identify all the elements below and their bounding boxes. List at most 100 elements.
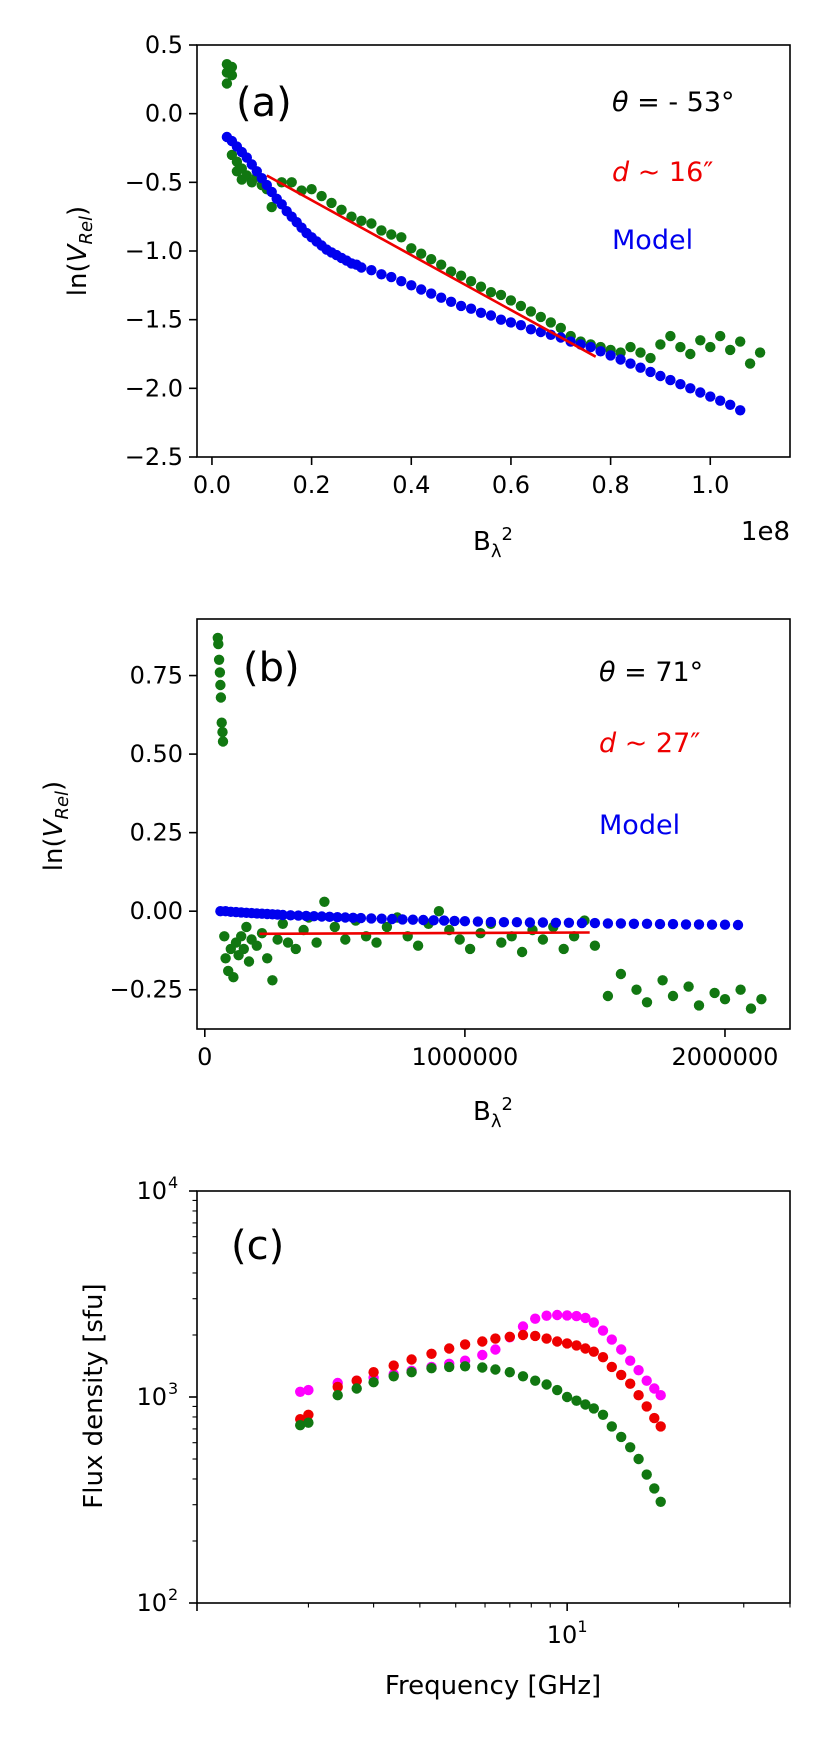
panel-c-x-label: Frequency [GHz] <box>385 1671 601 1701</box>
panel-c-red-point <box>530 1330 541 1342</box>
panel-c-y-tick-label: 10 <box>136 1589 167 1617</box>
panel-a-observed-point <box>455 270 467 281</box>
panel-b-observed-point <box>709 987 720 999</box>
panel-c-data <box>295 1309 666 1508</box>
panel-b-model-point <box>472 916 484 927</box>
panel-b-observed-point <box>537 934 549 945</box>
panel-b-model-point <box>355 912 367 924</box>
panel-a-y-tick-label: −1.0 <box>125 237 183 265</box>
panel-b-observed-point <box>272 934 283 945</box>
panel-a-observed-point <box>495 289 507 301</box>
panel-c-green-point <box>332 1390 343 1401</box>
panel-a-model-point <box>705 391 716 402</box>
panel-b-observed-point <box>602 990 614 1002</box>
panel-b-model-point <box>706 919 718 930</box>
panel-a-observed-point <box>505 295 517 306</box>
panel-b-observed-point <box>213 638 224 650</box>
panel-c-x-ticks: 101 <box>196 1603 791 1649</box>
panel-a-model-point <box>396 276 407 287</box>
panel-c-red-point <box>580 1343 591 1354</box>
panel-a-observed-point <box>266 201 277 213</box>
panel-c-green-point <box>571 1395 582 1406</box>
panel-a-observed-point <box>306 184 317 195</box>
panel-c-red-point <box>561 1338 573 1349</box>
panel-c-green-point <box>459 1361 471 1372</box>
panel-b-observed-point <box>371 937 382 948</box>
panel-b-observed-point <box>693 1000 705 1011</box>
panel-c-red-point <box>351 1375 362 1386</box>
panel-a-observed-point <box>416 248 427 259</box>
panel-b-observed-point <box>215 692 227 703</box>
panel-c-green-point <box>561 1391 573 1403</box>
panel-b-y-label: ln(VRel) <box>39 781 73 871</box>
panel-b-model-point <box>498 917 510 928</box>
panel-c-green-point <box>477 1362 488 1373</box>
panel-a-observed-point <box>326 197 337 209</box>
panel-a-x-tick-label: 0.0 <box>193 471 231 499</box>
panel-a-observed-point <box>725 344 736 356</box>
panel-c-magenta-point <box>490 1344 501 1355</box>
panel-b-model-point <box>301 910 312 922</box>
panel-a-y-tick-label: −1.5 <box>125 306 183 334</box>
panel-b-model-point <box>680 919 692 930</box>
panel-c-magenta-point <box>606 1334 617 1345</box>
panel-a-x-ticks: 0.0 0.2 0.4 0.6 0.8 1.0 <box>193 457 729 499</box>
panel-a-model-point <box>715 395 726 406</box>
panel-a-model-point <box>585 341 596 353</box>
panel-a-model-point <box>595 346 606 357</box>
panel-a: 0.0 0.2 0.4 0.6 0.8 1.0 −2.5 −2.0 −1.5 −1.0 −0.5 0… <box>63 31 791 562</box>
panel-b-observed-point <box>262 953 273 964</box>
panel-c-y-tick-label: 10 <box>136 1177 167 1205</box>
panel-a-model-point <box>366 265 377 276</box>
panel-c-green-point <box>633 1453 644 1465</box>
panel-b-model-point <box>693 919 705 930</box>
panel-c-red-point <box>616 1369 627 1381</box>
panel-a-model-point <box>386 271 397 283</box>
panel-c-green-point <box>351 1383 362 1394</box>
panel-c-green-point <box>303 1417 314 1428</box>
panel-a-model-point <box>465 303 477 314</box>
panel-c-red-point <box>477 1336 488 1347</box>
panel-c-green-point <box>406 1367 417 1378</box>
panel-a-observed-point <box>485 287 497 298</box>
panel-a-observed-point <box>406 243 417 254</box>
panel-b-observed-point <box>454 934 465 945</box>
panel-a-model-point <box>426 288 437 299</box>
panel-b-observed-point <box>282 937 294 948</box>
panel-c-y-label: Flux density [sfu] <box>79 1283 109 1508</box>
panel-c-magenta-point <box>303 1384 314 1396</box>
panel-c-red-point <box>406 1354 417 1365</box>
panel-a-model-point <box>416 284 427 295</box>
panel-b-observed-point <box>213 654 225 665</box>
panel-b-observed-point <box>756 994 767 1005</box>
panel-b-observed-point <box>589 940 601 951</box>
panel-b-observed-point <box>667 990 679 1002</box>
panel-a-observed-point <box>695 335 706 346</box>
panel-c-magenta-point <box>597 1325 609 1336</box>
panel-a-model-point <box>675 379 686 390</box>
panel-a-model-point <box>485 310 497 321</box>
panel-b-model-point <box>732 919 744 931</box>
panel-a-observed-point <box>286 177 297 188</box>
panel-c-y-tick-exponent: 3 <box>168 1379 178 1398</box>
panel-c-magenta-point <box>571 1310 582 1322</box>
panel-c-green-point <box>625 1442 636 1453</box>
panel-b-model-point <box>407 914 419 925</box>
panel-a-observed-point <box>366 218 377 229</box>
panel-c-red-point <box>649 1412 660 1424</box>
panel-a-observed-point <box>625 341 636 353</box>
panel-b-observed-point <box>290 943 301 955</box>
panel-a-label: (a) <box>236 80 292 126</box>
panel-b-observed-point <box>516 946 528 958</box>
panel-b-observed-point <box>745 1003 757 1014</box>
panel-c-magenta-point <box>541 1310 552 1321</box>
panel-b-model-point <box>550 917 562 928</box>
panel-b-data <box>212 632 767 1014</box>
panel-b-observed-point <box>241 921 252 933</box>
panel-b-x-tick-label: 2000000 <box>672 1043 779 1071</box>
panel-a-observed-point <box>715 330 726 342</box>
panel-a-model-point <box>406 280 417 291</box>
panel-c-magenta-point <box>616 1344 627 1355</box>
